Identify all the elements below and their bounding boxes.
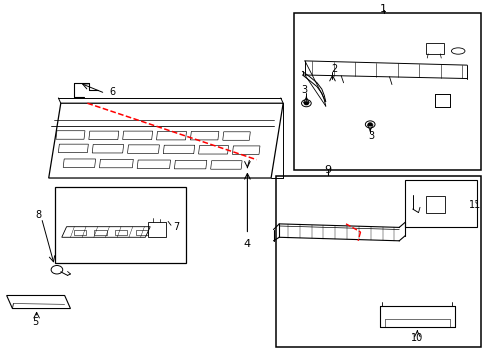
Bar: [55, 187, 185, 263]
Text: 7: 7: [173, 222, 179, 232]
Bar: [293, 13, 480, 170]
Text: 11: 11: [468, 200, 480, 210]
Text: 6: 6: [109, 87, 115, 97]
Text: 10: 10: [410, 333, 423, 343]
Text: 9: 9: [324, 165, 330, 175]
Text: 2: 2: [330, 64, 336, 74]
Bar: [147, 222, 166, 237]
Text: 8: 8: [35, 210, 41, 220]
Bar: [404, 180, 476, 228]
Text: 1: 1: [380, 4, 386, 14]
Text: 4: 4: [244, 239, 250, 249]
Bar: [94, 230, 106, 235]
Text: 3: 3: [367, 131, 373, 141]
Circle shape: [367, 123, 371, 126]
Bar: [74, 230, 86, 235]
Bar: [136, 230, 147, 235]
Bar: [425, 196, 444, 213]
Text: 3: 3: [301, 85, 307, 95]
Circle shape: [304, 102, 308, 105]
Bar: [425, 43, 443, 54]
Text: 5: 5: [33, 317, 39, 327]
Bar: [115, 230, 127, 235]
Bar: [275, 176, 480, 347]
